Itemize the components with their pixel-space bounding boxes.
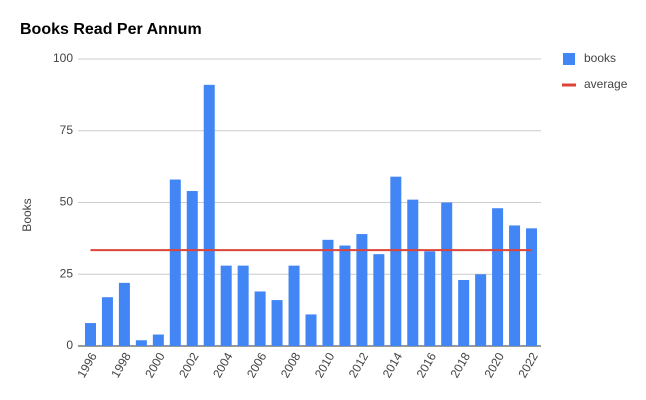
bar (271, 300, 283, 346)
x-tick-label: 2006 (244, 350, 270, 380)
y-axis-title: Books (20, 198, 34, 231)
bar (458, 279, 470, 346)
bar (237, 265, 249, 346)
bar (152, 334, 164, 346)
bar (305, 314, 317, 346)
bar (356, 234, 368, 346)
bar (390, 176, 402, 346)
x-tick-label: 2002 (176, 350, 202, 380)
bar (475, 274, 487, 346)
bar (186, 191, 198, 346)
bar (407, 199, 419, 346)
bar (84, 323, 96, 346)
x-tick-label: 2018 (448, 350, 474, 380)
bar (203, 84, 215, 346)
x-tick-label: 2014 (380, 350, 406, 380)
x-tick-label: 2000 (142, 350, 168, 380)
y-tick-label: 0 (66, 338, 73, 352)
y-tick-label: 25 (60, 266, 74, 280)
x-tick-label: 2008 (278, 350, 304, 380)
chart-title: Books Read Per Annum (20, 21, 202, 38)
bar (441, 202, 453, 346)
x-tick-label: 2022 (515, 350, 541, 380)
bar (492, 208, 504, 346)
bar (526, 228, 538, 346)
bar (373, 254, 385, 346)
x-tick-label: 2004 (210, 350, 236, 380)
legend-swatch (563, 53, 575, 65)
x-tick-label: 1996 (74, 350, 100, 380)
x-tick-label: 2020 (481, 350, 507, 380)
x-tick-label: 1998 (108, 350, 134, 380)
y-tick-label: 100 (53, 51, 73, 65)
y-tick-label: 50 (60, 195, 74, 209)
bar (169, 179, 181, 346)
y-tick-label: 75 (60, 123, 74, 137)
bar (509, 225, 521, 346)
bar (135, 340, 147, 346)
bar (288, 265, 300, 346)
bar (220, 265, 232, 346)
legend-label: average (584, 77, 628, 91)
bar (101, 297, 113, 346)
x-tick-label: 2010 (312, 350, 338, 380)
bar (339, 245, 351, 346)
bar (424, 251, 436, 346)
bar (322, 239, 334, 346)
bar (254, 291, 266, 346)
x-tick-label: 2016 (414, 350, 440, 380)
bar (118, 282, 130, 346)
x-tick-label: 2012 (346, 350, 372, 380)
legend-label: books (584, 51, 616, 65)
